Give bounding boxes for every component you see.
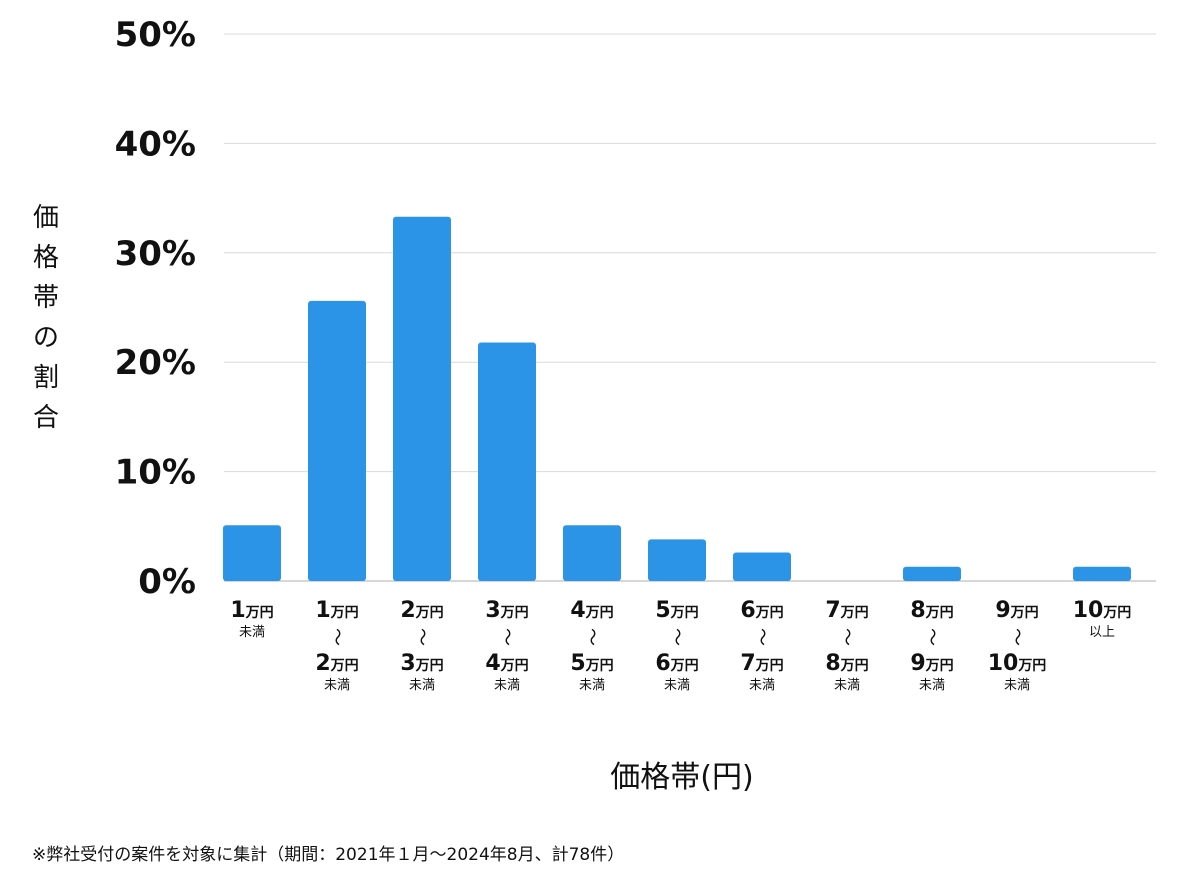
y-axis-label-char: の (33, 323, 59, 353)
x-category-range-separator: 〜 (836, 628, 857, 646)
x-category-qualifier: 未満 (494, 678, 520, 693)
x-category-range: 9万円 (995, 598, 1038, 623)
x-category-range-separator: 〜 (751, 628, 772, 646)
x-category-range: 10万円 (1073, 598, 1132, 623)
x-axis-label: 価格帯(円) (610, 760, 753, 795)
bar (903, 566, 961, 581)
bar (648, 539, 706, 581)
y-tick-label: 10% (115, 453, 196, 493)
x-category-qualifier: 未満 (409, 678, 435, 693)
x-category-qualifier: 未満 (239, 625, 265, 640)
y-tick-label: 50% (115, 15, 196, 55)
x-axis-categories: 1万円未満1万円〜2万円未満2万円〜3万円未満3万円〜4万円未満4万円〜5万円未… (230, 598, 1131, 693)
bar (733, 552, 791, 581)
x-category-range: 5万円 (570, 651, 613, 676)
y-axis-label-char: 合 (33, 403, 59, 433)
bar (563, 525, 621, 581)
bars (223, 216, 1131, 581)
y-axis-label-char: 帯 (33, 283, 59, 313)
x-category-qualifier: 未満 (579, 678, 605, 693)
x-category-qualifier: 未満 (1004, 678, 1030, 693)
y-tick-label: 20% (115, 343, 196, 383)
x-category-range: 1万円 (315, 598, 358, 623)
x-category-qualifier: 未満 (664, 678, 690, 693)
x-category-qualifier: 未満 (749, 678, 775, 693)
footnote: ※弊社受付の案件を対象に集計（期間：2021年１月〜2024年8月、計78件） (32, 845, 625, 865)
y-axis-label-char: 割 (33, 363, 59, 393)
x-category-range-separator: 〜 (921, 628, 942, 646)
x-category-range-separator: 〜 (666, 628, 687, 646)
y-tick-label: 30% (115, 234, 196, 274)
x-category-range-separator: 〜 (496, 628, 517, 646)
x-category-range: 7万円 (740, 651, 783, 676)
bar (478, 342, 536, 581)
x-category-range: 5万円 (655, 598, 698, 623)
x-category-range: 6万円 (740, 598, 783, 623)
x-category-range: 4万円 (570, 598, 613, 623)
x-category-qualifier: 未満 (919, 678, 945, 693)
y-tick-label: 0% (138, 562, 196, 602)
y-axis-ticks: 0% 10% 20% 30% 40% 50% (115, 15, 196, 602)
bar (308, 300, 366, 581)
x-category-qualifier: 未満 (834, 678, 860, 693)
bar (1073, 566, 1131, 581)
x-category-range-separator: 〜 (411, 628, 432, 646)
x-category-qualifier: 以上 (1089, 625, 1115, 640)
x-category-range: 6万円 (655, 651, 698, 676)
x-category-range: 7万円 (825, 598, 868, 623)
x-category-range: 8万円 (910, 598, 953, 623)
x-category-range-separator: 〜 (581, 628, 602, 646)
x-category-range: 3万円 (400, 651, 443, 676)
bar (223, 525, 281, 581)
x-category-range: 3万円 (485, 598, 528, 623)
x-category-range: 4万円 (485, 651, 528, 676)
x-category-range: 8万円 (825, 651, 868, 676)
x-category-range: 2万円 (400, 598, 443, 623)
y-axis-label-char: 格 (33, 243, 59, 273)
x-category-range: 9万円 (910, 651, 953, 676)
x-category-range: 2万円 (315, 651, 358, 676)
y-axis-label-char: 価 (33, 203, 59, 233)
bar (393, 216, 451, 581)
x-category-qualifier: 未満 (324, 678, 350, 693)
y-tick-label: 40% (115, 124, 196, 164)
x-category-range-separator: 〜 (326, 628, 347, 646)
x-category-range: 10万円 (988, 651, 1047, 676)
x-category-range-separator: 〜 (1006, 628, 1027, 646)
x-category-range: 1万円 (230, 598, 273, 623)
